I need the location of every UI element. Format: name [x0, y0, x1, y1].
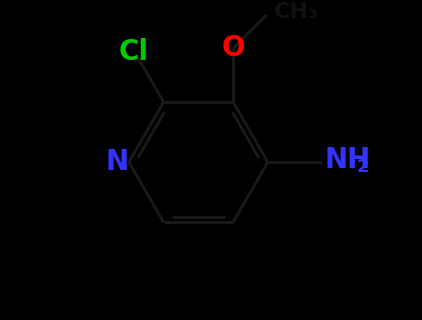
Text: N: N [106, 148, 129, 176]
Text: 2: 2 [356, 158, 369, 176]
Text: NH: NH [325, 146, 371, 173]
Text: Cl: Cl [119, 38, 149, 66]
Text: O: O [222, 34, 245, 62]
Text: CH₃: CH₃ [274, 2, 319, 22]
